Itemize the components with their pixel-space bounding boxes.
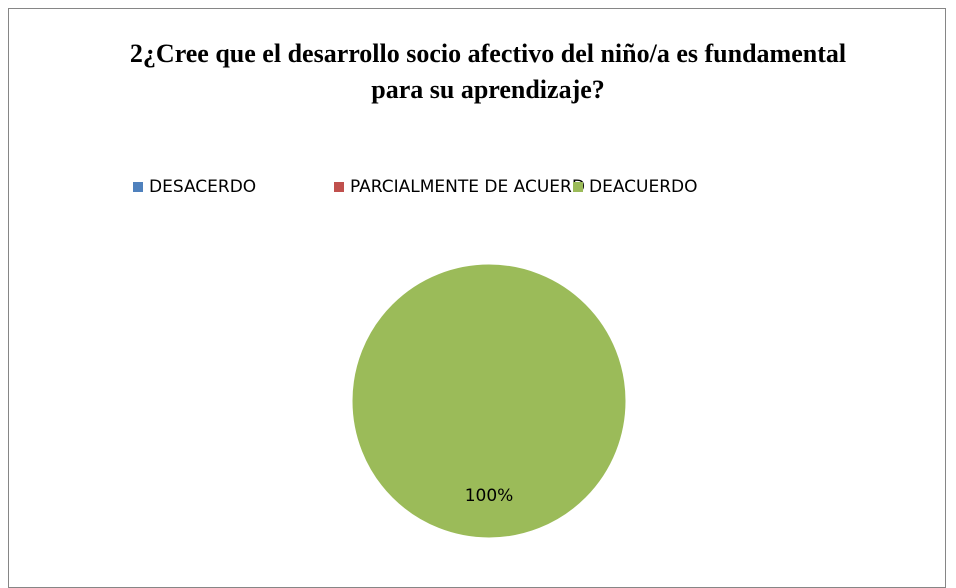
legend-swatch [334,182,344,192]
legend-swatch [573,182,583,192]
legend-label: DESACERDO [149,177,256,197]
data-label: 100% [465,486,514,506]
pie-slice [352,264,626,538]
chart-title: 2¿Cree que el desarrollo socio afectivo … [129,39,847,104]
legend-label: PARCIALMENTE DE ACUERD [350,177,585,197]
legend-label: DEACUERDO [589,177,698,197]
legend-swatch [133,182,143,192]
